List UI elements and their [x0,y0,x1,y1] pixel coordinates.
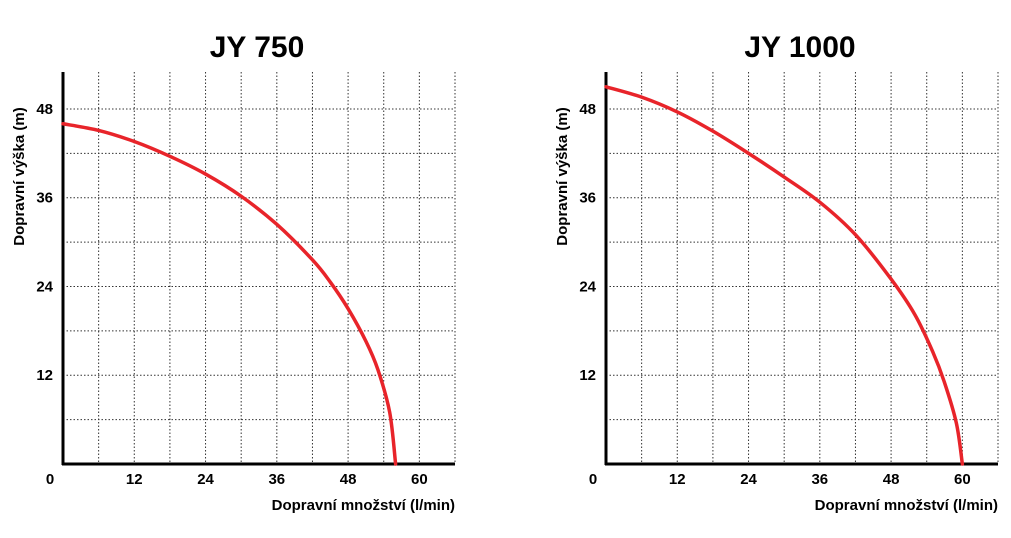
x-tick-label: 24 [197,471,214,488]
x-tick-label: 12 [669,471,686,488]
y-tick-label: 24 [36,278,53,295]
x-tick-label: 60 [411,471,428,488]
y-axis-label: Dopravní výška (m) [11,107,28,245]
y-axis-label: Dopravní výška (m) [554,107,571,245]
y-tick-label: 24 [579,278,596,295]
pump-chart-jy750: JY 750 0 12 24 36 48 60 12 24 36 48 Dopravní množst… [0,0,505,538]
x-tick-label: 48 [340,471,357,488]
grid [63,72,456,464]
x-tick-label: 60 [954,471,971,488]
chart-title: JY 750 [210,31,305,64]
y-tick-label: 36 [579,190,596,207]
x-tick-label: 48 [883,471,900,488]
x-tick-label: 36 [268,471,285,488]
x-tick-label: 12 [126,471,143,488]
chart-svg: JY 750 0 12 24 36 48 60 12 24 36 48 Dopravní množst… [11,31,456,514]
pump-chart-jy1000: JY 1000 0 12 24 36 48 60 12 24 36 48 Dopravní množs… [543,0,1011,538]
x-tick-label: 24 [740,471,757,488]
chart-svg: JY 1000 0 12 24 36 48 60 12 24 36 48 Dopravní množs… [554,31,999,514]
y-tick-label: 12 [579,367,596,384]
y-tick-label: 36 [36,190,53,207]
x-axis-label: Dopravní množství (l/min) [272,497,455,514]
x-tick-label: 0 [589,471,597,488]
x-tick-label: 36 [811,471,828,488]
y-tick-label: 12 [36,367,53,384]
x-axis-label: Dopravní množství (l/min) [815,497,998,514]
chart-title: JY 1000 [744,31,855,64]
x-tick-label: 0 [46,471,54,488]
performance-curve [604,85,965,466]
y-tick-label: 48 [36,101,53,118]
grid [606,72,999,464]
y-tick-label: 48 [579,101,596,118]
performance-curve [61,122,398,466]
